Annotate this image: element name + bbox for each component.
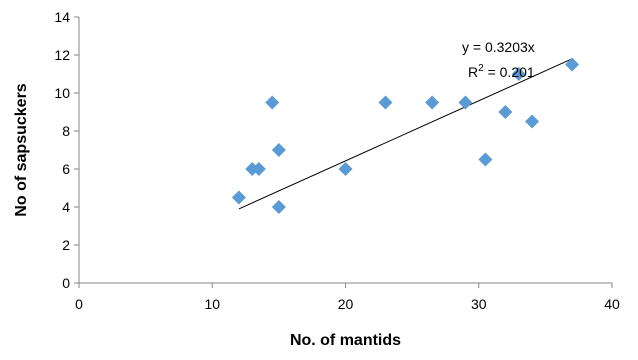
y-axis-title: No of sapsuckers <box>13 83 30 216</box>
data-point <box>498 105 513 119</box>
y-tick-label: 0 <box>62 275 70 291</box>
points-layer <box>231 57 580 214</box>
y-tick-label: 10 <box>54 85 70 101</box>
labels-layer: No. of mantids No of sapsuckers y = 0.32… <box>13 39 535 349</box>
y-tick-label: 6 <box>62 161 70 177</box>
data-point <box>231 190 246 205</box>
axes-layer: 0 2 4 6 8 10 12 14 0 10 20 30 40 <box>54 9 620 312</box>
data-point <box>425 95 440 110</box>
y-tick-label: 2 <box>62 237 70 253</box>
x-tick-label: 40 <box>604 296 620 312</box>
data-point <box>525 114 540 129</box>
trendline-r-squared: R2 = 0.201 <box>468 63 535 80</box>
data-point <box>378 95 393 110</box>
data-point <box>565 57 580 72</box>
trendline-equation: y = 0.3203x <box>462 39 535 55</box>
y-tick-label: 12 <box>54 47 70 63</box>
y-tick-label: 4 <box>62 199 70 215</box>
r-squared-value: = 0.201 <box>484 64 535 80</box>
trendline-layer <box>238 58 573 210</box>
x-tick-label: 10 <box>204 296 220 312</box>
data-point <box>265 95 280 110</box>
data-point <box>478 152 493 167</box>
r-squared-prefix: R <box>468 64 478 80</box>
data-point <box>271 143 286 157</box>
x-tick-label: 0 <box>75 296 83 312</box>
data-point <box>458 95 473 110</box>
y-tick-label: 8 <box>62 123 70 139</box>
data-point <box>338 162 353 176</box>
data-point <box>511 67 526 81</box>
data-point <box>271 200 286 214</box>
trendline <box>238 58 573 210</box>
y-tick-label: 14 <box>54 9 70 25</box>
data-point <box>251 162 266 176</box>
x-tick-label: 20 <box>338 296 354 312</box>
x-axis-title: No. of mantids <box>290 332 401 349</box>
x-tick-label: 30 <box>471 296 487 312</box>
r-squared-exponent: 2 <box>478 63 484 74</box>
